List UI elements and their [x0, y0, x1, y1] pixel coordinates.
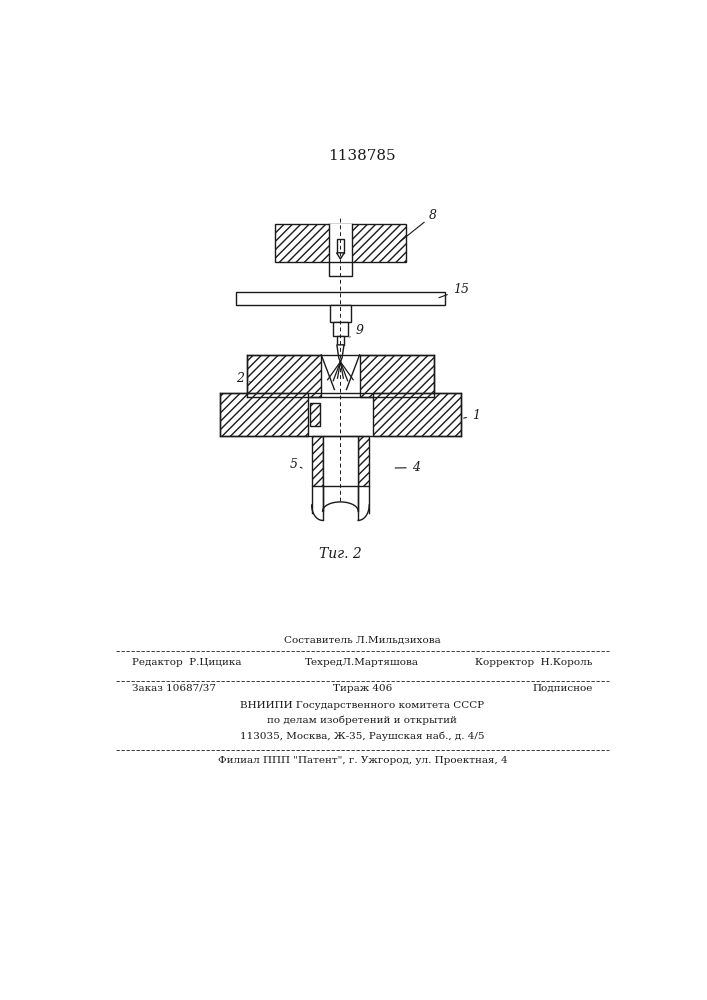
Bar: [329, 262, 352, 276]
Text: Редактор  Р.Цицика: Редактор Р.Цицика: [132, 658, 242, 667]
Text: 2: 2: [236, 372, 250, 385]
Text: Τиг. 2: Τиг. 2: [319, 547, 362, 561]
Text: ТехредЛ.Мартяшова: ТехредЛ.Мартяшова: [305, 658, 419, 667]
Text: 1138785: 1138785: [329, 149, 396, 163]
Text: Корректор  Н.Король: Корректор Н.Король: [475, 658, 592, 667]
Bar: [337, 239, 344, 253]
Text: 4: 4: [395, 461, 420, 474]
Text: Филиал ППП "Патент", г. Ужгород, ул. Проектная, 4: Филиал ППП "Патент", г. Ужгород, ул. Про…: [218, 756, 507, 765]
Text: по делам изобретений и открытий: по делам изобретений и открытий: [267, 716, 457, 725]
Text: 15: 15: [439, 283, 469, 298]
Bar: [310, 403, 320, 426]
Bar: [312, 436, 322, 486]
Text: 8: 8: [400, 209, 437, 241]
Bar: [358, 436, 369, 486]
Text: 1: 1: [464, 409, 480, 422]
Bar: [275, 224, 407, 262]
Text: 9: 9: [350, 324, 363, 337]
Polygon shape: [337, 253, 344, 259]
Text: ВНИИПИ Государственного комитета СССР: ВНИИПИ Государственного комитета СССР: [240, 701, 484, 710]
Polygon shape: [337, 345, 344, 362]
Text: Составитель Л.Мильдзихова: Составитель Л.Мильдзихова: [284, 636, 440, 645]
Bar: [373, 393, 461, 436]
Bar: [333, 322, 348, 336]
Bar: [247, 355, 321, 397]
Text: 5: 5: [289, 458, 302, 471]
Bar: [236, 292, 445, 305]
Bar: [330, 305, 351, 322]
Bar: [360, 355, 433, 397]
Text: Тираж 406: Тираж 406: [333, 684, 392, 693]
Text: Подписное: Подписное: [532, 684, 592, 693]
Text: 113035, Москва, Ж-35, Раушская наб., д. 4/5: 113035, Москва, Ж-35, Раушская наб., д. …: [240, 731, 484, 741]
Bar: [329, 224, 352, 262]
Text: Заказ 10687/37: Заказ 10687/37: [132, 684, 216, 693]
Bar: [322, 436, 358, 486]
Bar: [337, 336, 344, 345]
Bar: [220, 393, 308, 436]
